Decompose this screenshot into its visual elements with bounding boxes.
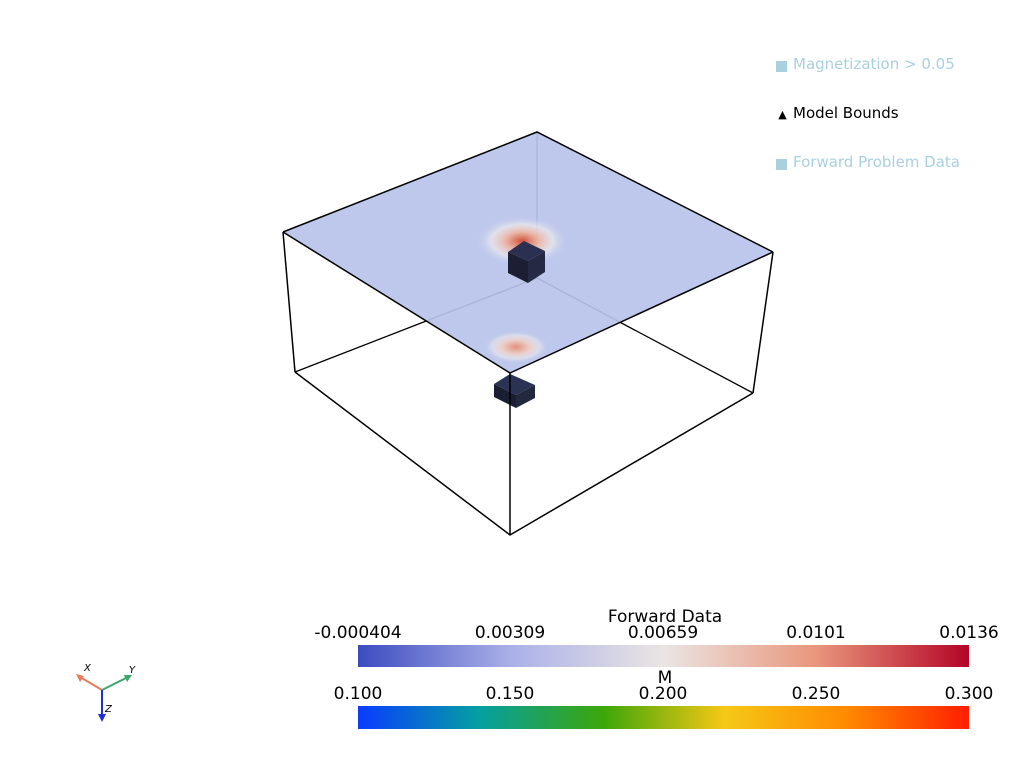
anomaly-highlight-1 — [474, 215, 570, 267]
legend-item-forward-problem-data[interactable]: Forward Problem Data — [776, 150, 1016, 199]
legend-label: Forward Problem Data — [793, 153, 960, 171]
magnetization-scalar-bar: M 0.100 0.150 0.200 0.250 0.300 — [310, 668, 1020, 708]
legend: Magnetization > 0.05 ▲ Model Bounds Forw… — [776, 52, 1016, 199]
model-bounds-front-edges — [282, 131, 774, 536]
legend-label: Model Bounds — [793, 104, 899, 122]
magnetization-colorbar — [358, 706, 969, 729]
triangle-marker-icon: ▲ — [778, 108, 787, 121]
tick-label: 0.150 — [485, 684, 535, 704]
forward-data-title: Forward Data — [607, 607, 723, 627]
magnetized-block-lower — [494, 374, 535, 408]
tick-label: 0.00659 — [627, 623, 699, 643]
tick-label: 0.200 — [638, 684, 688, 704]
axis-z-label: Z — [104, 704, 113, 715]
magnetized-block-upper — [508, 241, 545, 283]
square-swatch-icon — [776, 61, 787, 72]
tick-label: 0.0136 — [939, 623, 999, 643]
forward-data-colorbar — [358, 645, 969, 667]
tick-label: 0.300 — [944, 684, 994, 704]
anomaly-highlight-2 — [482, 330, 550, 364]
axis-x-label: X — [83, 663, 92, 674]
tick-label: 0.00309 — [474, 623, 546, 643]
tick-label: 0.0101 — [786, 623, 846, 643]
axis-y-label: Y — [129, 665, 136, 676]
magnetization-title: M — [657, 668, 673, 688]
tick-label: -0.000404 — [314, 623, 402, 643]
forward-data-scalar-bar: Forward Data -0.000404 0.00309 0.00659 0… — [310, 607, 1020, 647]
tick-label: 0.100 — [333, 684, 383, 704]
orientation-axes-widget[interactable]: X Y Z — [76, 663, 136, 722]
tick-label: 0.250 — [791, 684, 841, 704]
square-swatch-icon — [776, 159, 787, 170]
legend-item-magnetization[interactable]: Magnetization > 0.05 — [776, 52, 1016, 101]
legend-item-model-bounds[interactable]: ▲ Model Bounds — [776, 101, 1016, 150]
legend-label: Magnetization > 0.05 — [793, 55, 955, 73]
